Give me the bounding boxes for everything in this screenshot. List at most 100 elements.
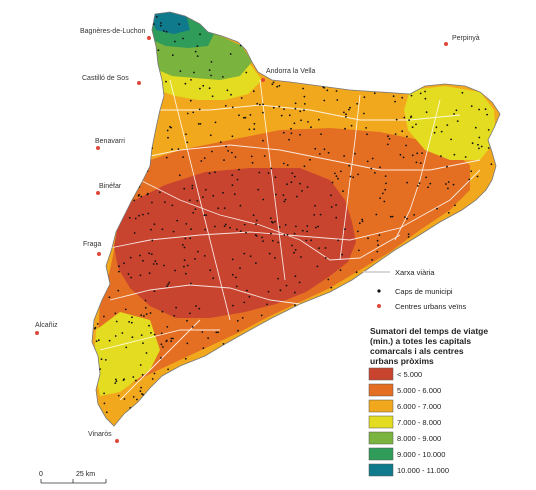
municipality-dot xyxy=(103,402,106,405)
municipality-dot xyxy=(130,321,133,324)
municipality-dot xyxy=(440,155,442,158)
catalonia-boundary xyxy=(91,11,501,427)
municipality-dot xyxy=(291,172,294,175)
municipality-dot xyxy=(231,174,234,177)
municipality-dot xyxy=(435,126,438,129)
municipality-dot xyxy=(245,71,248,74)
municipality-dot xyxy=(477,143,479,146)
municipality-dot xyxy=(170,340,173,343)
municipality-dot xyxy=(178,174,181,177)
legend-class-label: < 5.000 xyxy=(397,370,422,379)
municipality-dot xyxy=(486,113,488,116)
municipality-dot xyxy=(305,239,308,242)
municipality-dot xyxy=(283,200,286,203)
municipality-dot xyxy=(374,172,376,174)
municipality-dot xyxy=(152,263,155,265)
municipality-dot xyxy=(395,118,398,121)
municipality-dot xyxy=(222,76,224,78)
municipality-dot xyxy=(314,147,317,150)
municipality-dot xyxy=(248,295,251,298)
municipality-dot xyxy=(447,187,449,190)
municipality-dot xyxy=(131,316,133,319)
municipality-dot xyxy=(219,141,222,144)
municipality-dot xyxy=(236,228,238,231)
municipality-dot xyxy=(125,346,128,349)
municipality-dot xyxy=(184,237,187,240)
municipality-dot xyxy=(239,267,241,270)
municipality-dot xyxy=(447,211,450,214)
municipality-dot xyxy=(183,187,186,190)
municipality-dot xyxy=(214,171,216,174)
municipality-dot xyxy=(327,278,330,281)
municipality-dot xyxy=(282,194,285,197)
city-dot xyxy=(444,42,448,46)
municipality-dot xyxy=(223,225,226,228)
municipality-dot xyxy=(401,96,404,99)
city-alcaniz: Alcañiz xyxy=(35,322,58,335)
legend-class: 5.000 - 6.000 xyxy=(368,383,441,397)
city-castillo-de-sos: Castilló de Sos xyxy=(82,75,141,85)
municipality-dot xyxy=(240,97,243,99)
municipality-dot xyxy=(487,147,490,149)
municipality-dot xyxy=(384,188,387,191)
municipality-dot xyxy=(354,152,356,155)
municipality-dot xyxy=(266,303,268,306)
municipality-dot xyxy=(140,195,143,198)
municipality-dot xyxy=(202,84,205,87)
municipality-dot xyxy=(275,193,277,196)
municipality-dot xyxy=(114,335,117,337)
legend-centers-label: Centres urbans veïns xyxy=(395,302,467,311)
municipality-dot xyxy=(211,95,214,98)
municipality-dot xyxy=(117,289,120,292)
legend-class: < 5.000 xyxy=(368,367,422,381)
municipality-dot xyxy=(252,214,255,217)
municipality-dot xyxy=(183,265,185,268)
municipality-dot xyxy=(203,157,206,160)
municipality-dot xyxy=(246,289,248,292)
municipality-dot xyxy=(450,138,452,141)
municipality-dot xyxy=(299,182,301,185)
municipality-dot xyxy=(376,250,379,253)
municipality-dot xyxy=(189,99,192,102)
municipality-dot xyxy=(115,378,117,381)
municipality-dot xyxy=(145,313,148,315)
municipality-dot xyxy=(252,90,255,93)
municipality-dot xyxy=(176,219,179,222)
municipality-dot xyxy=(191,326,194,328)
municipality-dot xyxy=(183,246,186,249)
municipality-dot xyxy=(349,106,351,109)
municipality-dot xyxy=(345,116,347,118)
municipality-dot xyxy=(335,216,338,219)
road-network xyxy=(99,79,481,401)
municipality-dot xyxy=(204,188,207,191)
city-dot xyxy=(35,331,39,335)
legend-classes: < 5.000 5.000 - 6.000 6.000 - 7.000 7.00… xyxy=(368,367,449,477)
municipality-dot xyxy=(283,108,285,110)
municipality-dot xyxy=(293,251,295,254)
municipality-dot xyxy=(129,256,132,259)
municipality-dot xyxy=(114,312,117,315)
municipality-dot xyxy=(199,123,202,125)
city-dot xyxy=(261,78,265,82)
municipality-dot xyxy=(356,102,359,105)
municipality-dot xyxy=(262,111,264,114)
municipality-dot xyxy=(229,226,231,229)
municipality-dot xyxy=(383,200,386,203)
municipality-dot xyxy=(165,30,168,33)
municipality-dot xyxy=(263,155,266,157)
municipality-dot xyxy=(286,183,288,186)
municipality-dot xyxy=(123,262,125,265)
municipality-dot xyxy=(200,160,203,162)
municipality-dot xyxy=(411,126,414,129)
municipality-dot xyxy=(108,296,111,299)
municipality-dot xyxy=(188,199,191,202)
city-dot xyxy=(96,191,100,195)
municipality-dot xyxy=(117,394,120,397)
municipality-dot xyxy=(271,83,274,86)
municipality-dot xyxy=(382,192,384,195)
municipality-dot xyxy=(424,97,427,100)
city-label: Vinaròs xyxy=(88,431,112,438)
municipality-dot xyxy=(278,226,281,228)
municipality-dot xyxy=(186,141,189,144)
municipality-dot xyxy=(195,305,198,307)
